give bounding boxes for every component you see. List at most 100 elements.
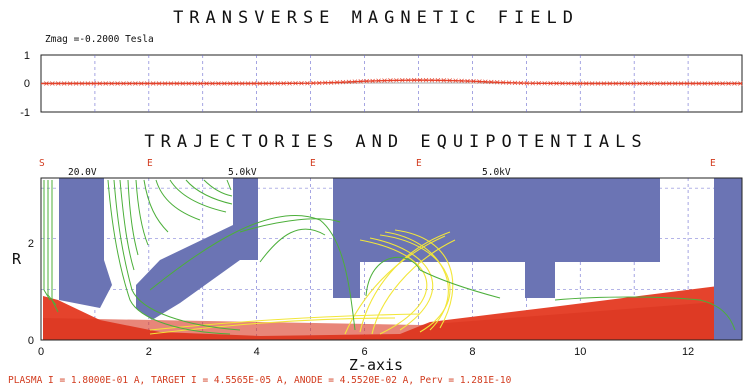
equipotential-lines xyxy=(43,179,736,335)
magnetic-field-point xyxy=(672,81,678,86)
trajectory-frame xyxy=(40,177,743,341)
magnetic-field-point xyxy=(340,79,346,85)
footer-currents: PLASMA I = 1.8000E-01 A, TARGET I = 4.55… xyxy=(8,375,512,386)
magnetic-field-point xyxy=(589,81,595,86)
magnetic-field-point xyxy=(44,81,49,86)
magnetic-field-line xyxy=(41,79,742,85)
xtick-10: 10 xyxy=(574,346,586,358)
magnetic-field-point xyxy=(625,81,630,86)
magnetic-field-point xyxy=(322,80,328,86)
magnetic-field-point xyxy=(394,78,399,83)
einzel-electrode xyxy=(333,178,660,298)
magnetic-field-point xyxy=(144,81,150,86)
magnetic-field-point xyxy=(595,81,601,86)
magnetic-field-point xyxy=(732,81,737,86)
magnetic-field-point xyxy=(435,78,441,83)
magnetic-field-point xyxy=(103,81,108,86)
magnetic-field-point xyxy=(257,81,263,86)
magnetic-field-point xyxy=(162,81,168,86)
focus-electrode xyxy=(136,178,258,320)
magnetic-field-title: TRANSVERSE MAGNETIC FIELD xyxy=(173,8,579,28)
magnetic-field-point xyxy=(560,81,565,86)
magnetic-field-point xyxy=(97,81,103,86)
magnetic-field-point xyxy=(364,78,369,84)
magnetic-field-point xyxy=(631,81,636,86)
xtick-8: 8 xyxy=(469,346,475,358)
magnetic-field-point xyxy=(239,81,245,86)
xtick-12: 12 xyxy=(682,346,694,358)
magnetic-field-point xyxy=(311,80,316,86)
magnetic-field-point xyxy=(489,79,494,85)
magnetic-field-point xyxy=(228,81,233,86)
magnetic-field-point xyxy=(619,81,624,86)
magnetic-field-point xyxy=(583,81,589,86)
magnetic-field-point xyxy=(180,81,186,86)
magnetic-field-point xyxy=(405,77,411,83)
magnetic-field-point xyxy=(512,80,518,86)
magnetic-field-point xyxy=(429,77,435,83)
magnetic-field-point xyxy=(263,81,269,86)
xlabel-z-axis: Z-axis xyxy=(349,356,403,374)
magnetic-field-point xyxy=(465,78,470,84)
xtick-2: 2 xyxy=(146,346,152,358)
magnetic-field-point xyxy=(720,81,725,86)
trajectory-plot: 20.0V 5.0kV 5.0kV S E E E E 2 0 R 0 2 4 … xyxy=(12,158,743,374)
ytick-r-2: 2 xyxy=(28,238,34,250)
magnetic-field-point xyxy=(423,77,429,83)
marker-e4: E xyxy=(710,158,716,169)
marker-e2: E xyxy=(310,158,316,169)
magnetic-field-point xyxy=(400,78,405,83)
magnetic-field-point xyxy=(601,81,607,86)
magnetic-field-point xyxy=(305,80,310,86)
magnetic-field-point xyxy=(316,80,322,86)
voltage-label-extraction: 20.0V xyxy=(68,167,97,178)
magnetic-field-point xyxy=(417,77,423,83)
magnetic-field-point xyxy=(483,79,488,85)
magnetic-field-point xyxy=(269,81,275,86)
magnetic-field-point xyxy=(637,81,642,86)
magnetic-field-point xyxy=(459,78,464,84)
magnetic-field-point xyxy=(607,81,613,86)
magnetic-field-point xyxy=(222,81,227,86)
magnetic-field-point xyxy=(79,81,85,86)
magnetic-field-point xyxy=(494,80,500,85)
magnetic-field-point xyxy=(696,81,702,86)
voltage-label-einzel: 5.0kV xyxy=(482,167,511,178)
magnetic-field-point xyxy=(156,81,162,86)
magnetic-field-point xyxy=(127,81,132,86)
magnetic-field-point xyxy=(477,79,482,84)
magnetic-field-point xyxy=(566,81,571,86)
magnetic-field-point xyxy=(352,79,358,84)
magnetic-field-point xyxy=(334,80,340,85)
x-tick-labels: 0 2 4 6 8 10 12 xyxy=(38,346,694,358)
xtick-4: 4 xyxy=(254,346,260,358)
magnetic-field-point xyxy=(548,81,553,86)
magnetic-field-point xyxy=(577,81,583,86)
magnetic-field-point xyxy=(388,78,393,83)
magnetic-field-point xyxy=(198,81,203,86)
magnetic-field-point xyxy=(91,81,97,86)
magnetic-field-point xyxy=(233,81,239,86)
magnetic-field-point xyxy=(204,81,209,86)
magnetic-field-point xyxy=(530,81,536,86)
magnetic-field-point xyxy=(661,81,666,86)
magnetic-field-point xyxy=(542,81,547,86)
secondary-trajectories xyxy=(149,229,456,335)
ylabel-r: R xyxy=(12,250,22,268)
magnetic-field-point xyxy=(524,80,530,86)
magnetic-field-point xyxy=(210,81,215,86)
target-electrode xyxy=(714,178,742,340)
marker-e3: E xyxy=(416,158,422,169)
magnetic-field-point xyxy=(293,81,298,86)
magnetic-field-point xyxy=(358,79,364,84)
magnetic-field-point xyxy=(447,78,452,83)
ytick-r-0: 0 xyxy=(28,335,34,347)
magnetic-field-point xyxy=(61,81,67,86)
magnetic-field-point xyxy=(500,80,506,85)
magnetic-field-point xyxy=(441,78,447,83)
magnetic-field-point xyxy=(109,81,114,86)
magnetic-field-point xyxy=(506,80,512,85)
magnetic-field-point xyxy=(726,81,731,86)
magnetic-field-point xyxy=(67,81,73,86)
